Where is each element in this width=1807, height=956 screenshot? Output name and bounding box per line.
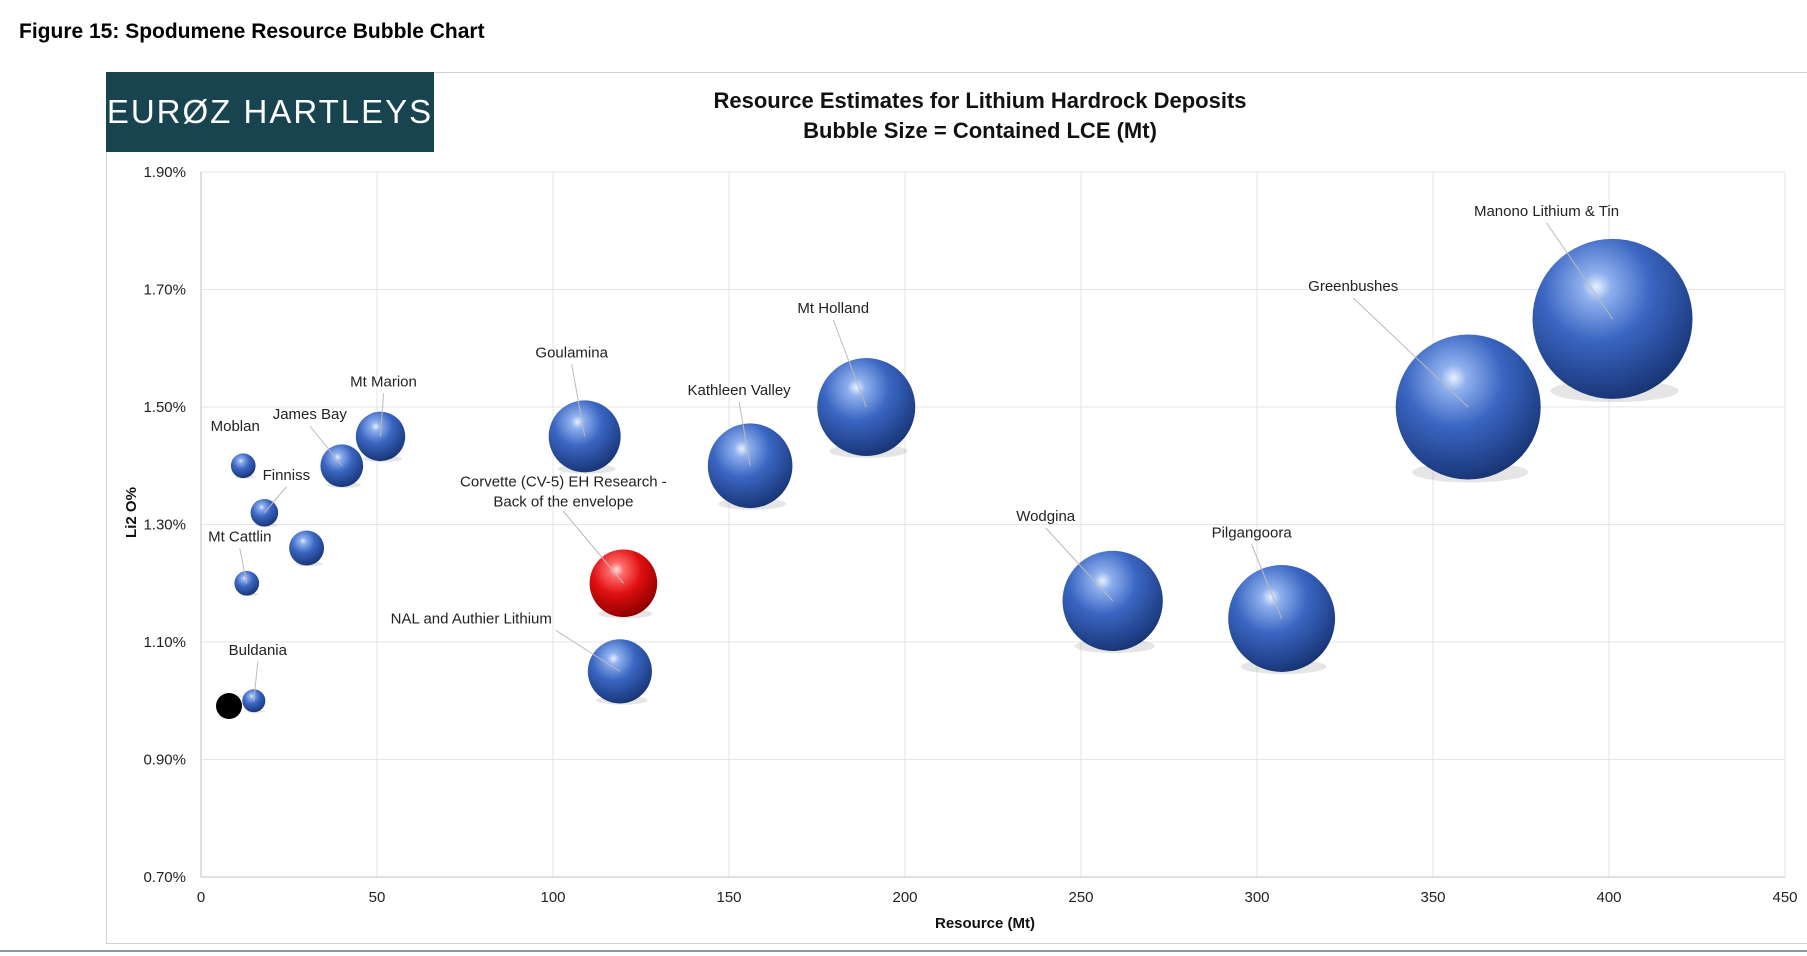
chart-frame [106, 72, 1807, 944]
leader-line [571, 364, 586, 437]
figure-title: Figure 15: Spodumene Resource Bubble Cha… [19, 20, 485, 43]
leader-line [309, 425, 343, 467]
brand-logo: EURØZ HARTLEYS [106, 72, 434, 152]
bubble-label: Goulamina [535, 344, 608, 361]
bubble-label: Wodgina [1016, 508, 1076, 525]
x-tick-label: 450 [1772, 889, 1797, 906]
chart-title-block: Resource Estimates for Lithium Hardrock … [660, 86, 1300, 146]
y-tick-label: 1.70% [143, 282, 186, 299]
bubble-label: Back of the envelope [493, 493, 633, 510]
y-tick-label: 0.90% [143, 752, 186, 769]
y-tick-label: 1.10% [143, 634, 186, 651]
x-axis-title: Resource (Mt) [935, 915, 1035, 932]
leader-line [832, 319, 867, 408]
label-layer: Moblan Finniss Mt Cattlin Buldania James Bay… [208, 203, 1619, 701]
y-tick-label: 1.30% [143, 517, 186, 534]
leader-line [1352, 297, 1469, 408]
bubble-point [230, 453, 256, 479]
bubble-label: Greenbushes [1308, 278, 1398, 295]
leader-line [1546, 222, 1613, 320]
bubble-label: Buldania [229, 642, 288, 659]
x-tick-label: 200 [892, 889, 917, 906]
x-tick-label: 300 [1244, 889, 1269, 906]
leader-line [263, 486, 287, 514]
bubble-label: James Bay [273, 406, 348, 423]
y-axis-title: Li2 O% [123, 487, 140, 538]
x-tick-label: 350 [1420, 889, 1445, 906]
bubble-label: Mt Holland [797, 300, 869, 317]
axis-layer: 0 50 100 150 200 250 300 350 400 450 0.70% 0.90% 1.1… [123, 164, 1798, 932]
leader-line [555, 629, 621, 672]
leader-line [738, 401, 751, 466]
x-tick-label: 50 [369, 889, 386, 906]
bubble-label: Mt Marion [350, 373, 417, 390]
y-tick-label: 1.50% [143, 399, 186, 416]
leader-line [1251, 544, 1283, 619]
x-tick-label: 0 [197, 889, 205, 906]
y-tick-label: 1.90% [143, 164, 186, 181]
leader-line [563, 510, 624, 584]
bubble-label: Kathleen Valley [688, 382, 792, 399]
y-tick-label: 0.70% [143, 869, 186, 886]
x-tick-label: 100 [540, 889, 565, 906]
bubble-label: Corvette (CV-5) EH Research - [460, 473, 667, 490]
x-tick-label: 400 [1596, 889, 1621, 906]
bottom-rule [0, 950, 1807, 952]
bubble-label: Pilgangoora [1212, 525, 1293, 542]
x-tick-label: 250 [1068, 889, 1093, 906]
bubble-label: Manono Lithium & Tin [1474, 203, 1619, 220]
chart-subtitle: Bubble Size = Contained LCE (Mt) [803, 118, 1157, 143]
leader-line [253, 661, 259, 701]
bubble-label: NAL and Authier Lithium [391, 610, 552, 627]
bubble-label: Moblan [211, 418, 260, 435]
leader-line [1045, 527, 1114, 602]
bubble-label: Finniss [263, 467, 311, 484]
leader-line [239, 548, 248, 584]
leader-line [380, 393, 385, 437]
chart-title: Resource Estimates for Lithium Hardrock … [713, 88, 1247, 113]
bubble-point [289, 530, 325, 566]
x-tick-label: 150 [716, 889, 741, 906]
black-marker-dot [216, 693, 242, 719]
bubble-label: Mt Cattlin [208, 528, 271, 545]
